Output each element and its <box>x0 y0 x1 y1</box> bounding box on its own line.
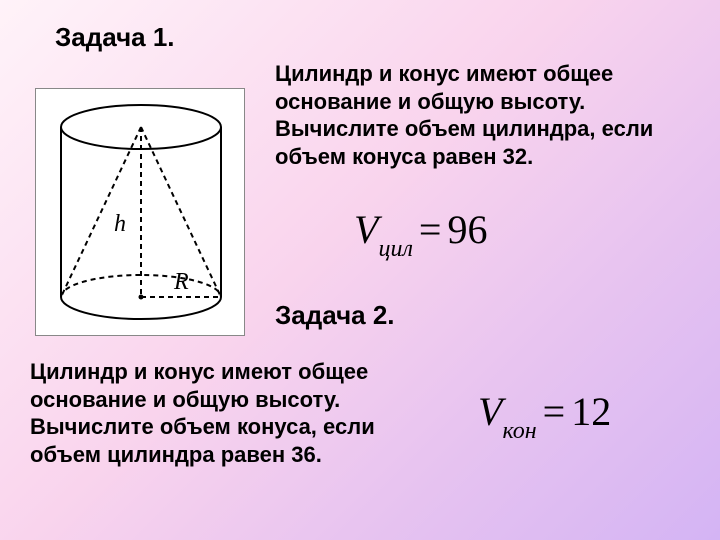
label-r: R <box>173 269 189 295</box>
formula-var: V <box>354 207 378 252</box>
task2-formula: Vкон =12 <box>478 388 611 441</box>
formula-var: V <box>478 389 502 434</box>
formula-eq: = <box>543 389 566 434</box>
task1-text: Цилиндр и конус имеют общее основание и … <box>275 60 695 170</box>
formula-val: 12 <box>571 389 611 434</box>
task2-text: Цилиндр и конус имеют общее основание и … <box>30 358 420 468</box>
label-h: h <box>114 211 126 237</box>
formula-sub: кон <box>502 418 536 444</box>
formula-eq: = <box>419 207 442 252</box>
cylinder-cone-diagram: h R <box>35 88 245 336</box>
task1-title: Задача 1. <box>55 22 175 53</box>
task1-formula: Vцил =96 <box>354 206 487 259</box>
task2-title: Задача 2. <box>275 300 395 331</box>
formula-sub: цил <box>378 236 412 262</box>
formula-val: 96 <box>447 207 487 252</box>
